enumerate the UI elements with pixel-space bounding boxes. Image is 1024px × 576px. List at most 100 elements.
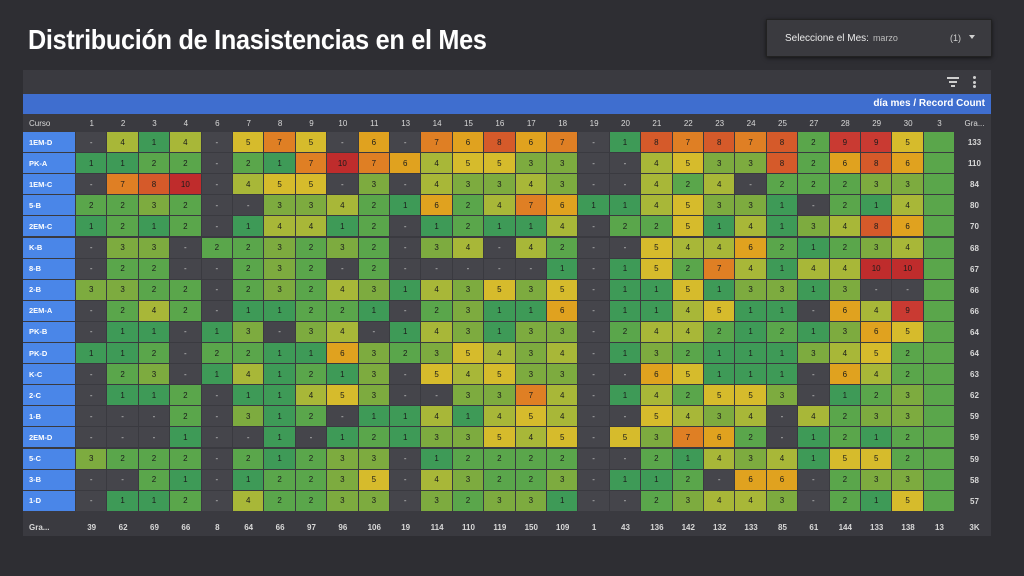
- table-cell: 3: [515, 153, 547, 175]
- column-header-day: 6: [215, 118, 220, 128]
- table-cell: 4: [421, 279, 453, 301]
- table-cell: 1: [390, 321, 422, 343]
- table-cell: 3: [327, 448, 359, 470]
- table-cell: 2: [295, 237, 328, 259]
- table-cell: 1: [547, 490, 579, 512]
- table-cell: 3: [861, 174, 893, 196]
- table-cell: 1: [798, 321, 830, 343]
- footer-total: 1: [591, 522, 597, 532]
- chevron-down-icon[interactable]: [969, 35, 975, 39]
- table-cell: 1: [766, 258, 799, 280]
- row-total: 84: [970, 180, 979, 190]
- footer-total: 133: [870, 522, 884, 532]
- table-cell: 4: [515, 237, 547, 259]
- table-cell: 5: [641, 237, 673, 259]
- table-cell-empty: -: [578, 153, 610, 175]
- table-cell: 3: [515, 364, 547, 386]
- row-label: PK-D: [23, 343, 75, 364]
- table-cell: 3: [452, 427, 485, 449]
- table-cell: 8: [766, 132, 799, 154]
- table-cell: 1: [641, 279, 673, 301]
- table-cell-empty: -: [327, 406, 359, 428]
- column-header-day: 29: [872, 118, 882, 128]
- table-cell: 2: [892, 427, 924, 449]
- row-total: 66: [970, 285, 979, 295]
- row-label: 1EM-C: [23, 174, 75, 195]
- table-cell: 1: [138, 132, 171, 154]
- table-cell: [923, 364, 956, 386]
- table-cell: 3: [264, 195, 296, 217]
- month-filter-count: (1): [950, 33, 961, 43]
- table-cell: 3: [892, 174, 924, 196]
- row-total: 67: [970, 264, 979, 274]
- table-cell: 2: [233, 448, 265, 470]
- table-cell: 2: [107, 300, 139, 322]
- filter-icon[interactable]: [947, 77, 959, 87]
- table-cell: 3: [107, 279, 139, 301]
- table-cell: 4: [327, 321, 359, 343]
- table-cell-empty: -: [201, 258, 233, 280]
- table-cell-empty: -: [390, 258, 422, 280]
- table-cell: 1: [609, 385, 642, 407]
- table-cell-empty: -: [609, 174, 642, 196]
- table-cell: 4: [735, 216, 767, 238]
- table-cell: 5: [327, 385, 359, 407]
- table-cell-empty: -: [578, 364, 610, 386]
- column-header-day: 22: [683, 118, 693, 128]
- table-cell: 6: [515, 132, 547, 154]
- table-cell: 4: [672, 321, 704, 343]
- table-cell: 5: [892, 321, 924, 343]
- month-filter-value: marzo: [872, 33, 898, 43]
- table-cell: [923, 279, 956, 301]
- table-cell-empty: -: [609, 490, 642, 512]
- table-cell-empty: -: [201, 195, 233, 217]
- table-cell: 4: [484, 195, 516, 217]
- table-cell-empty: -: [201, 448, 233, 470]
- table-cell-empty: -: [201, 279, 233, 301]
- table-cell: [923, 258, 956, 280]
- table-cell: 2: [892, 343, 924, 365]
- table-cell: 4: [547, 385, 579, 407]
- table-cell: 5: [704, 300, 736, 322]
- table-cell: 2: [201, 343, 233, 365]
- table-cell: 1: [704, 279, 736, 301]
- table-cell: 5: [704, 385, 736, 407]
- table-cell: [923, 321, 956, 343]
- row-label: PK-B: [23, 321, 75, 342]
- table-cell: 2: [233, 343, 265, 365]
- table-cell: 2: [672, 174, 704, 196]
- table-cell: 2: [766, 321, 799, 343]
- table-cell-empty: -: [390, 216, 422, 238]
- table-cell: 3: [735, 195, 767, 217]
- more-vert-icon[interactable]: [973, 76, 977, 88]
- table-cell: 3: [327, 490, 359, 512]
- table-cell: 3: [547, 153, 579, 175]
- table-cell: 1: [76, 153, 108, 175]
- table-cell-empty: -: [76, 174, 108, 196]
- table-cell: 6: [735, 237, 767, 259]
- table-cell: 1: [327, 216, 359, 238]
- table-cell: 7: [672, 132, 704, 154]
- table-cell: 1: [672, 448, 704, 470]
- table-cell-empty: -: [578, 237, 610, 259]
- table-cell: 8: [138, 174, 171, 196]
- table-cell: 3: [327, 237, 359, 259]
- table-cell: 1: [766, 216, 799, 238]
- table-cell-empty: -: [201, 153, 233, 175]
- table-cell: 4: [452, 364, 485, 386]
- table-cell: 2: [358, 237, 390, 259]
- table-cell: 5: [861, 343, 893, 365]
- table-cell: 5: [452, 153, 485, 175]
- table-cell: 4: [547, 406, 579, 428]
- table-cell: 2: [358, 427, 390, 449]
- table-cell: 4: [421, 153, 453, 175]
- table-cell: 1: [264, 448, 296, 470]
- table-cell: 4: [829, 343, 861, 365]
- table-cell: 5: [264, 174, 296, 196]
- table-cell: 1: [170, 469, 202, 491]
- table-cell: 2: [390, 343, 422, 365]
- table-cell: [923, 216, 956, 238]
- table-cell: 2: [170, 448, 202, 470]
- table-cell: 3: [861, 469, 893, 491]
- month-filter-dropdown[interactable]: Seleccione el Mes: marzo (1): [766, 19, 992, 57]
